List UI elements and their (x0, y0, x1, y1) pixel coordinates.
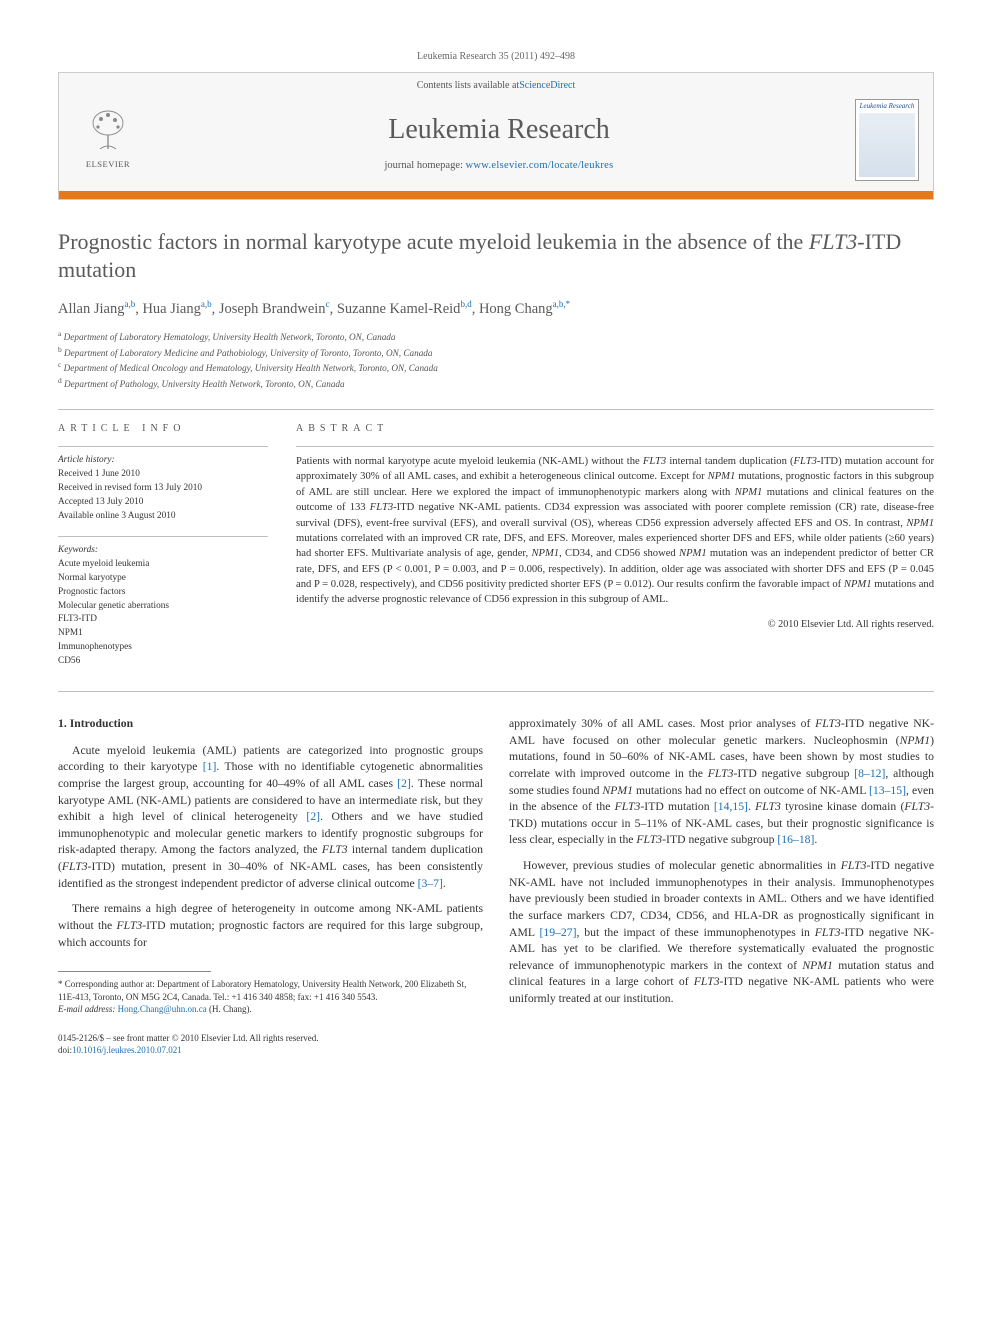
elsevier-tree-icon (86, 109, 130, 157)
contents-lists-line: Contents lists available at ScienceDirec… (59, 73, 933, 95)
authors-line: Allan Jianga,b, Hua Jianga,b, Joseph Bra… (58, 298, 934, 319)
sciencedirect-link[interactable]: ScienceDirect (519, 79, 575, 93)
info-divider-2 (58, 536, 268, 537)
body-two-column: 1. Introduction Acute myeloid leukemia (… (58, 716, 934, 1057)
doi-link[interactable]: 10.1016/j.leukres.2010.07.021 (72, 1045, 182, 1055)
footer-copyright-line: 0145-2126/$ – see front matter © 2010 El… (58, 1032, 483, 1045)
journal-center: Leukemia Research journal homepage: www.… (143, 106, 855, 174)
article-title: Prognostic factors in normal karyotype a… (58, 228, 934, 284)
keyword: Prognostic factors (58, 587, 125, 597)
keyword: Acute myeloid leukemia (58, 559, 149, 569)
intro-paragraph-1: Acute myeloid leukemia (AML) patients ar… (58, 743, 483, 892)
cover-thumb-title: Leukemia Research (860, 103, 915, 111)
history-line: Received 1 June 2010 (58, 469, 140, 479)
keyword: Normal karyotype (58, 573, 126, 583)
corresponding-email-link[interactable]: Hong.Chang@uhn.on.ca (118, 1004, 207, 1014)
abstract-divider (296, 446, 934, 447)
top-citation: Leukemia Research 35 (2011) 492–498 (58, 50, 934, 64)
intro-paragraph-2-cont: approximately 30% of all AML cases. Most… (509, 716, 934, 849)
footnote-divider (58, 971, 211, 972)
history-line: Received in revised form 13 July 2010 (58, 483, 202, 493)
email-label: E-mail address: (58, 1004, 118, 1014)
page-footer: 0145-2126/$ – see front matter © 2010 El… (58, 1032, 483, 1057)
body-column-right: approximately 30% of all AML cases. Most… (509, 716, 934, 1057)
cover-thumb-body (859, 113, 915, 177)
history-label: Article history: (58, 455, 115, 465)
email-line: E-mail address: Hong.Chang@uhn.on.ca (H.… (58, 1003, 483, 1016)
page-container: Leukemia Research 35 (2011) 492–498 Cont… (0, 0, 992, 1097)
journal-title: Leukemia Research (143, 110, 855, 149)
section-1-heading: 1. Introduction (58, 716, 483, 733)
intro-paragraph-2: There remains a high degree of heterogen… (58, 901, 483, 951)
keyword: Molecular genetic aberrations (58, 601, 169, 611)
abstract-text: Patients with normal karyotype acute mye… (296, 454, 934, 608)
doi-label: doi: (58, 1045, 72, 1055)
body-column-left: 1. Introduction Acute myeloid leukemia (… (58, 716, 483, 1057)
abstract-heading: ABSTRACT (296, 422, 934, 436)
divider-bottom (58, 691, 934, 692)
intro-paragraph-3: However, previous studies of molecular g… (509, 858, 934, 1007)
history-line: Accepted 13 July 2010 (58, 497, 143, 507)
keyword: FLT3-ITD (58, 614, 97, 624)
elsevier-logo-text: ELSEVIER (86, 159, 130, 171)
footer-doi-line: doi:10.1016/j.leukres.2010.07.021 (58, 1044, 483, 1057)
homepage-prefix: journal homepage: (384, 160, 465, 171)
history-line: Available online 3 August 2010 (58, 511, 176, 521)
article-info-column: ARTICLE INFO Article history: Received 1… (58, 422, 268, 681)
keywords-label: Keywords: (58, 545, 98, 555)
abstract-copyright: © 2010 Elsevier Ltd. All rights reserved… (296, 618, 934, 632)
article-info-heading: ARTICLE INFO (58, 422, 268, 436)
homepage-link[interactable]: www.elsevier.com/locate/leukres (466, 160, 614, 171)
keyword: NPM1 (58, 628, 83, 638)
header-middle-row: ELSEVIER Leukemia Research journal homep… (59, 95, 933, 191)
title-part-1: Prognostic factors in normal karyotype a… (58, 229, 809, 254)
journal-header-box: Contents lists available at ScienceDirec… (58, 72, 934, 200)
keyword: CD56 (58, 656, 80, 666)
homepage-line: journal homepage: www.elsevier.com/locat… (143, 159, 855, 174)
info-divider-1 (58, 446, 268, 447)
journal-cover-thumb: Leukemia Research (855, 99, 919, 181)
article-history-block: Article history: Received 1 June 2010 Rec… (58, 454, 268, 524)
orange-accent-bar (59, 191, 933, 199)
elsevier-logo: ELSEVIER (73, 104, 143, 176)
footnotes-block: * Corresponding author at: Department of… (58, 978, 483, 1016)
affiliations-list: a Department of Laboratory Hematology, U… (58, 329, 934, 391)
email-suffix: (H. Chang). (207, 1004, 252, 1014)
title-italic: FLT3 (809, 229, 857, 254)
info-abstract-row: ARTICLE INFO Article history: Received 1… (58, 410, 934, 691)
abstract-column: ABSTRACT Patients with normal karyotype … (296, 422, 934, 681)
keywords-block: Keywords: Acute myeloid leukemia Normal k… (58, 544, 268, 669)
contents-prefix: Contents lists available at (417, 79, 519, 93)
corresponding-author-note: * Corresponding author at: Department of… (58, 978, 483, 1003)
keyword: Immunophenotypes (58, 642, 132, 652)
